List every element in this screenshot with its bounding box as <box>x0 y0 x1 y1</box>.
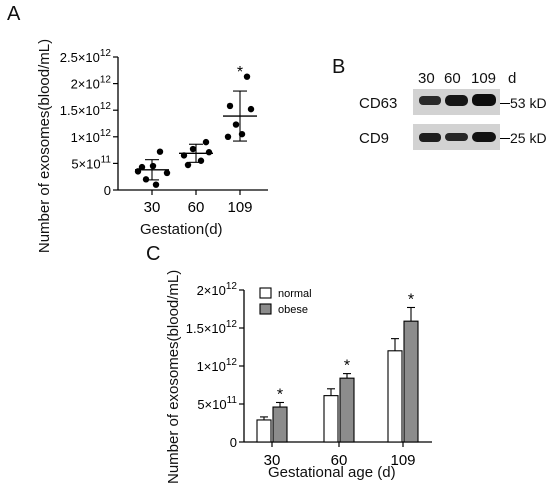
chart-a-data-point <box>184 161 192 169</box>
blot-day-109: 109 <box>471 70 497 87</box>
band-cd9-day-109 <box>472 132 496 142</box>
chart-c-significance-mark: * <box>408 291 414 308</box>
chart-a-data-point <box>163 169 171 177</box>
chart-c-y-axis-label: Number of exosomes(blood/mL) <box>165 269 182 484</box>
chart-a-data-point <box>197 157 205 164</box>
chart-a-y-tick-label: 1.5×1012 <box>60 101 112 118</box>
chart-c-bar-normal <box>323 395 339 443</box>
panel-a-letter: A <box>7 3 21 25</box>
chart-c-bar-obese <box>403 320 419 443</box>
chart-a-significance-mark: * <box>237 64 243 81</box>
chart-a-data-point <box>152 181 160 188</box>
band-cd63-day-30 <box>419 96 441 105</box>
chart-a-y-tick-label: 2.5×1012 <box>60 48 112 65</box>
chart-c-y-tick-label: 0 <box>230 435 237 450</box>
chart-a-scatter: 0 5×1011 1×1012 1.5×1012 2×1012 2.5×1012 30 60 1… <box>60 48 268 216</box>
chart-a-y-tick-label: 0 <box>104 183 111 198</box>
chart-c-y-tick-label: 1×1012 <box>197 357 238 374</box>
chart-c-bar-normal <box>256 419 272 443</box>
chart-a-y-tick-label: 1×1012 <box>71 128 112 145</box>
chart-c-bar-obese <box>272 406 288 443</box>
chart-a-data-point <box>156 148 164 155</box>
marker-tick-25 <box>500 138 510 139</box>
chart-c-legend-swatch-normal <box>259 287 272 299</box>
blot-day-unit: d <box>508 70 517 87</box>
chart-a-data-point <box>205 149 213 156</box>
band-cd9-day-60 <box>445 133 468 141</box>
chart-a-data-point <box>134 168 142 175</box>
blot-strip-cd9 <box>413 124 500 150</box>
blot-size-53kd: 53 kD <box>510 95 547 111</box>
marker-tick-53 <box>500 103 510 104</box>
chart-a-y-tick-label: 5×1011 <box>71 154 111 171</box>
band-cd63-day-60 <box>445 95 468 106</box>
chart-a-data-point <box>189 145 197 153</box>
chart-a-data-point <box>180 152 188 159</box>
chart-c-legend-swatch-obese <box>259 303 272 315</box>
chart-a-x-tick-label: 109 <box>227 199 252 216</box>
chart-a-data-point <box>232 121 240 128</box>
blot-day-60: 60 <box>444 70 461 87</box>
chart-c-y-tick-label: 2×1012 <box>197 281 238 298</box>
chart-c-significance-mark: * <box>344 358 350 375</box>
band-cd9-day-30 <box>419 133 441 142</box>
chart-c-x-axis-label: Gestational age (d) <box>268 464 396 481</box>
chart-c-x-tick-label: 109 <box>390 452 415 469</box>
band-cd63-day-109 <box>472 94 496 106</box>
chart-a-x-axis-label: Gestation(d) <box>140 221 223 238</box>
chart-a-x-tick-label: 60 <box>188 199 205 216</box>
chart-c-legend-label-obese: obese <box>278 304 308 316</box>
chart-c-y-tick-label: 1.5×1012 <box>186 319 238 336</box>
blot-protein-cd9: CD9 <box>359 130 390 147</box>
panel-c-letter: C <box>146 243 161 265</box>
chart-a-data-point <box>224 133 232 140</box>
chart-c-bar-normal <box>387 350 403 443</box>
chart-a-data-point <box>138 163 146 171</box>
chart-a-data-point <box>243 73 251 80</box>
chart-a-data-point <box>149 162 157 170</box>
chart-a-data-point <box>238 130 246 138</box>
blot-day-30: 30 <box>418 70 435 87</box>
chart-c-x-tick-label: 60 <box>331 452 348 469</box>
chart-c-bar-obese <box>339 377 355 443</box>
chart-a-data-point <box>247 105 255 113</box>
blot-protein-cd63: CD63 <box>359 95 398 112</box>
chart-a-y-axis-label: Number of exosomes(blood/mL) <box>36 38 53 254</box>
chart-c-y-tick-label: 5×1011 <box>197 395 237 412</box>
chart-a-y-tick-label: 2×1012 <box>71 75 112 92</box>
chart-c-significance-mark: * <box>277 386 283 403</box>
blot-strip-cd63 <box>413 89 500 115</box>
chart-a-data-point <box>202 138 210 146</box>
chart-a-data-point <box>226 102 234 110</box>
chart-a-data-point <box>142 176 150 183</box>
chart-c-x-tick-label: 30 <box>264 452 281 469</box>
blot-size-25kd: 25 kD <box>510 130 547 146</box>
chart-a-x-tick-label: 30 <box>144 199 161 216</box>
chart-c-legend-label-normal: normal <box>278 288 312 300</box>
panel-b-letter: B <box>332 56 346 78</box>
chart-c-bar: 0 5×1011 1×1012 1.5×1012 2×1012 30 * 60 * 109 * nor… <box>186 281 432 469</box>
